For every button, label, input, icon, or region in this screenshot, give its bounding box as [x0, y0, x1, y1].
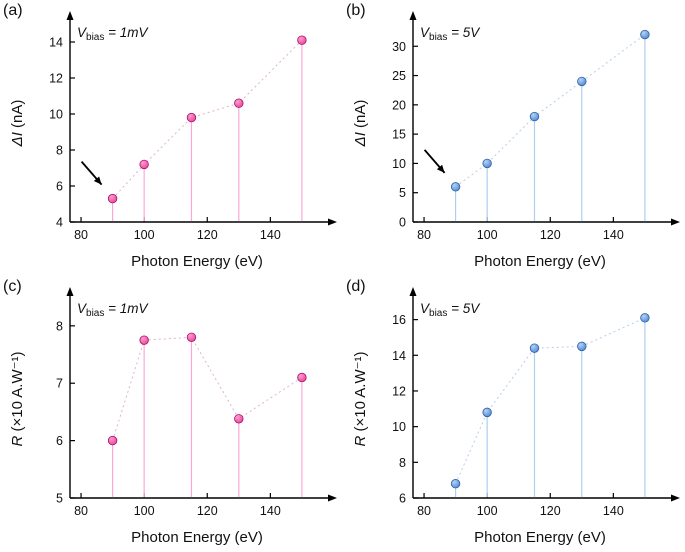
x-tick-label: 80: [417, 504, 431, 518]
bias-annotation: Vbias = 5V: [420, 301, 481, 319]
y-tick-label: 5: [56, 492, 63, 506]
chart-b: 80 100 120 140 0 5 10 15 20 25 30 Vbias = 5V Photon …: [352, 11, 680, 270]
x-tick-label: 120: [197, 228, 218, 242]
panel-c: (c) 80 100 120 140 5 6 7 8 Vbias = 1mV Photon Ene…: [0, 276, 342, 552]
data-point: [107, 435, 118, 446]
data-point: [529, 111, 540, 122]
x-tick-label: 100: [477, 504, 498, 518]
y-tick-label: 16: [392, 313, 406, 327]
panel-d: (d) 80 100 120 140 6 8 10 12 14 16 Vbias = 5V Photo…: [343, 276, 685, 552]
data-point: [450, 182, 461, 192]
y-tick-label: 7: [56, 377, 63, 391]
panel-label-a: (a): [3, 2, 23, 19]
x-axis-arrow: [671, 494, 680, 502]
y-axis-label: R (×10 A.W⁻¹): [352, 351, 369, 446]
y-tick-label: 4: [56, 216, 63, 230]
x-tick-label: 140: [260, 228, 281, 242]
x-tick-label: 120: [540, 504, 561, 518]
panel-a: (a) 80 100 120 140 4 6 8 10 12 14 Vbias = 1mV Photo…: [0, 0, 342, 276]
data-point: [139, 159, 149, 170]
annotation-arrowhead: [436, 164, 445, 173]
connector-line: [112, 39, 303, 199]
data-point: [139, 335, 149, 345]
data-point: [186, 332, 197, 343]
y-tick-label: 14: [49, 36, 63, 50]
data-point: [529, 343, 540, 353]
data-point: [234, 414, 244, 424]
data-point: [577, 341, 587, 352]
chart-d: 80 100 120 140 6 8 10 12 14 16 Vbias = 5V Photon En…: [352, 287, 680, 546]
y-tick-label: 8: [56, 144, 63, 158]
x-tick-label: 120: [540, 228, 561, 242]
y-tick-label: 6: [399, 492, 406, 506]
y-tick-label: 5: [399, 186, 406, 200]
x-axis-label: Photon Energy (eV): [131, 253, 263, 270]
panel-label-d: (d): [346, 278, 366, 295]
y-tick-label: 12: [49, 72, 63, 86]
x-tick-label: 120: [197, 504, 218, 518]
x-axis-label: Photon Energy (eV): [474, 253, 606, 270]
data-point: [577, 76, 587, 87]
y-tick-label: 14: [392, 349, 406, 363]
connector-line: [112, 336, 303, 441]
data-point: [297, 35, 307, 45]
data-point: [640, 313, 650, 323]
y-tick-label: 8: [399, 456, 406, 470]
y-axis-arrow: [409, 287, 417, 296]
data-point: [482, 158, 492, 169]
y-tick-label: 30: [392, 40, 406, 54]
x-axis-arrow: [671, 218, 680, 226]
data-point: [640, 29, 650, 40]
panel-label-c: (c): [3, 278, 22, 295]
data-point: [186, 112, 197, 123]
x-tick-label: 100: [134, 228, 155, 242]
x-tick-label: 80: [74, 228, 88, 242]
y-tick-label: 25: [392, 69, 406, 83]
y-tick-label: 10: [392, 157, 406, 171]
annotation-arrowhead: [93, 176, 102, 185]
x-axis-label: Photon Energy (eV): [131, 529, 263, 546]
y-tick-label: 20: [392, 98, 406, 112]
data-point: [297, 372, 307, 383]
y-tick-label: 0: [399, 216, 406, 230]
connector-line: [455, 317, 646, 484]
y-axis-arrow: [66, 11, 74, 20]
bias-annotation: Vbias = 1mV: [77, 301, 150, 319]
y-tick-label: 8: [56, 319, 63, 333]
x-tick-label: 80: [417, 228, 431, 242]
x-tick-label: 140: [603, 504, 624, 518]
x-axis-label: Photon Energy (eV): [474, 529, 606, 546]
y-axis-label: ΔI (nA): [352, 100, 369, 148]
chart-c: 80 100 120 140 5 6 7 8 Vbias = 1mV Photon Energy …: [9, 287, 337, 546]
x-axis-arrow: [328, 218, 337, 226]
data-point: [482, 407, 492, 418]
y-tick-label: 10: [392, 420, 406, 434]
y-tick-label: 15: [392, 128, 406, 142]
x-axis-arrow: [328, 494, 337, 502]
y-axis-arrow: [409, 11, 417, 20]
x-tick-label: 80: [74, 504, 88, 518]
bias-annotation: Vbias = 5V: [420, 25, 481, 43]
data-point: [450, 479, 461, 489]
y-tick-label: 10: [49, 108, 63, 122]
x-tick-label: 100: [477, 228, 498, 242]
x-tick-label: 100: [134, 504, 155, 518]
chart-a: 80 100 120 140 4 6 8 10 12 14 Vbias = 1mV Photon En…: [9, 11, 337, 270]
x-tick-label: 140: [603, 228, 624, 242]
data-point: [234, 98, 244, 108]
y-axis-label: R (×10 A.W⁻¹): [9, 351, 26, 446]
y-tick-label: 6: [56, 434, 63, 448]
panel-label-b: (b): [346, 2, 366, 19]
bias-annotation: Vbias = 1mV: [77, 25, 150, 43]
y-tick-label: 12: [392, 384, 406, 398]
data-point: [107, 193, 118, 204]
y-tick-label: 6: [56, 180, 63, 194]
y-axis-label: ΔI (nA): [9, 100, 26, 148]
y-axis-arrow: [66, 287, 74, 296]
x-tick-label: 140: [260, 504, 281, 518]
panel-b: (b) 80 100 120 140 0 5 10 15 20 25 30 Vbias = 5V Pho…: [343, 0, 685, 276]
